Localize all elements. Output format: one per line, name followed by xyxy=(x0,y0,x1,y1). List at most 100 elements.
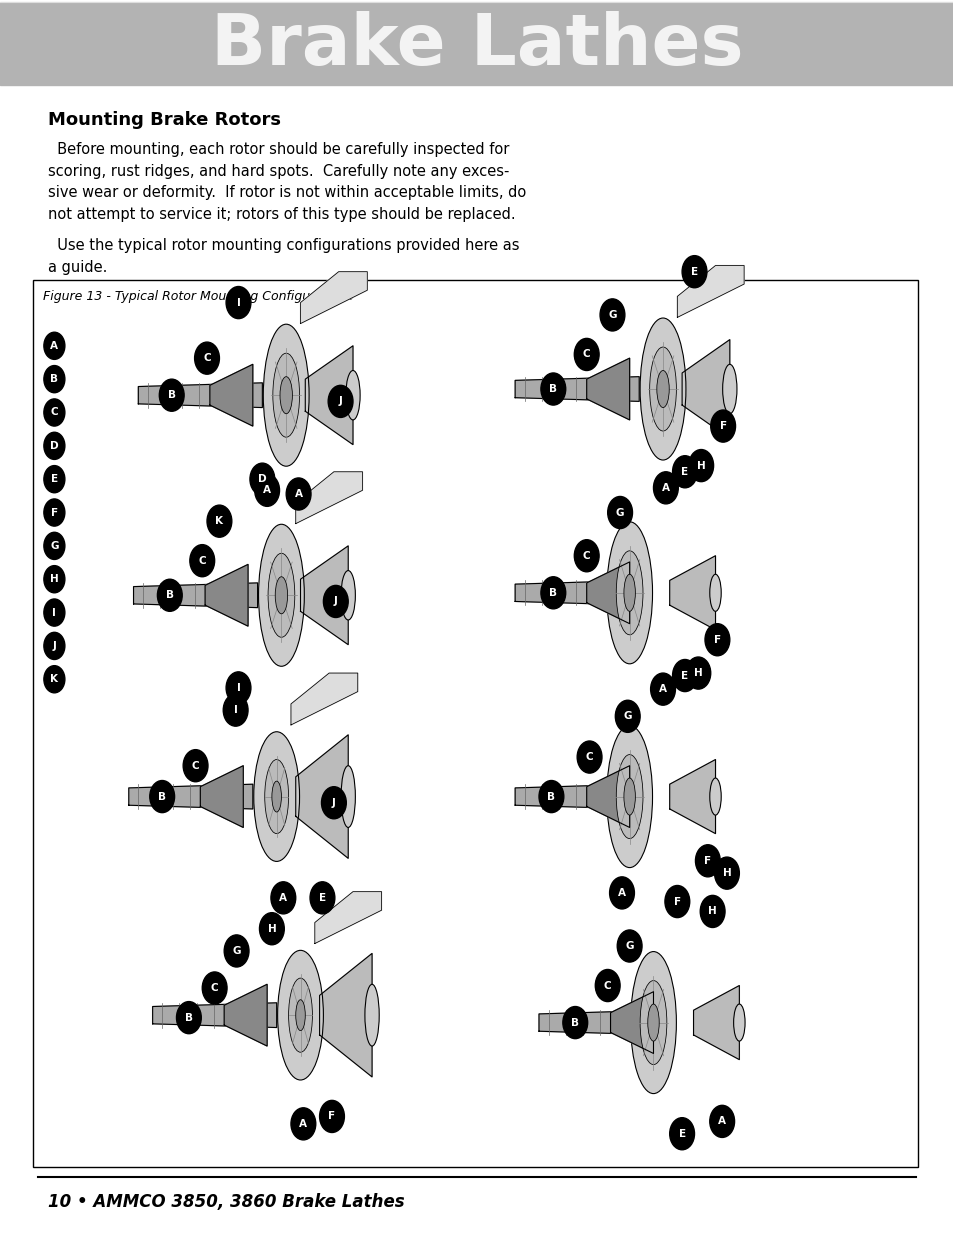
Circle shape xyxy=(310,882,335,914)
Ellipse shape xyxy=(364,984,378,1046)
Bar xyxy=(0,5,953,82)
Circle shape xyxy=(617,930,641,962)
Circle shape xyxy=(710,410,735,442)
Bar xyxy=(0,4,953,54)
Polygon shape xyxy=(210,364,253,426)
Circle shape xyxy=(44,366,65,393)
Bar xyxy=(0,4,953,52)
Ellipse shape xyxy=(288,978,313,1052)
Circle shape xyxy=(44,332,65,359)
Bar xyxy=(0,4,953,54)
Bar xyxy=(0,4,953,43)
Bar xyxy=(0,4,953,65)
Bar xyxy=(0,5,953,72)
Polygon shape xyxy=(300,272,367,324)
Ellipse shape xyxy=(623,574,635,611)
Text: A: A xyxy=(279,893,287,903)
Polygon shape xyxy=(586,766,629,827)
Bar xyxy=(0,4,953,37)
Text: C: C xyxy=(603,981,611,990)
Circle shape xyxy=(259,913,284,945)
Bar xyxy=(0,4,953,42)
Text: E: E xyxy=(680,467,688,477)
Text: F: F xyxy=(328,1112,335,1121)
Circle shape xyxy=(681,256,706,288)
Circle shape xyxy=(271,882,295,914)
Circle shape xyxy=(224,935,249,967)
Ellipse shape xyxy=(647,1004,659,1041)
Text: H: H xyxy=(693,668,702,678)
Text: B: B xyxy=(571,1018,578,1028)
Text: D: D xyxy=(257,474,267,484)
Bar xyxy=(0,4,953,19)
Text: Brake Lathes: Brake Lathes xyxy=(211,11,742,80)
Circle shape xyxy=(44,499,65,526)
Text: K: K xyxy=(51,674,58,684)
Text: 10 • AMMCO 3850, 3860 Brake Lathes: 10 • AMMCO 3850, 3860 Brake Lathes xyxy=(48,1193,404,1212)
Text: J: J xyxy=(52,641,56,651)
Bar xyxy=(0,4,953,58)
Polygon shape xyxy=(515,377,639,401)
Bar xyxy=(0,4,953,41)
Circle shape xyxy=(672,456,697,488)
Circle shape xyxy=(226,672,251,704)
Ellipse shape xyxy=(345,370,360,420)
Bar xyxy=(0,5,953,83)
Bar xyxy=(0,4,953,23)
Circle shape xyxy=(286,478,311,510)
Polygon shape xyxy=(538,1010,662,1035)
Circle shape xyxy=(650,673,675,705)
Bar xyxy=(0,4,953,59)
Bar xyxy=(0,4,953,62)
Bar xyxy=(0,4,953,14)
Circle shape xyxy=(607,496,632,529)
Polygon shape xyxy=(205,564,248,626)
Polygon shape xyxy=(586,562,629,624)
Bar xyxy=(0,4,953,21)
Circle shape xyxy=(194,342,219,374)
Circle shape xyxy=(44,599,65,626)
FancyBboxPatch shape xyxy=(33,280,917,1167)
Text: C: C xyxy=(211,983,218,993)
Text: H: H xyxy=(707,906,717,916)
Circle shape xyxy=(183,750,208,782)
Circle shape xyxy=(599,299,624,331)
Ellipse shape xyxy=(639,317,685,461)
Circle shape xyxy=(714,857,739,889)
Bar xyxy=(0,4,953,38)
Text: K: K xyxy=(215,516,223,526)
Circle shape xyxy=(653,472,678,504)
Text: A: A xyxy=(618,888,625,898)
Polygon shape xyxy=(133,583,257,608)
Circle shape xyxy=(254,474,279,506)
Bar xyxy=(0,4,953,41)
Ellipse shape xyxy=(616,551,642,635)
Ellipse shape xyxy=(268,553,294,637)
Text: I: I xyxy=(236,298,240,308)
Text: E: E xyxy=(51,474,58,484)
Ellipse shape xyxy=(630,951,676,1094)
Text: H: H xyxy=(267,924,276,934)
Bar xyxy=(0,4,953,12)
Bar xyxy=(0,4,953,33)
Ellipse shape xyxy=(274,577,288,614)
Polygon shape xyxy=(693,986,739,1060)
Circle shape xyxy=(190,545,214,577)
Text: A: A xyxy=(294,489,302,499)
Ellipse shape xyxy=(265,760,289,834)
Bar xyxy=(0,4,953,27)
Text: A: A xyxy=(718,1116,725,1126)
Circle shape xyxy=(672,659,697,692)
Text: D: D xyxy=(50,441,59,451)
Bar xyxy=(0,4,953,33)
Polygon shape xyxy=(291,673,357,725)
Polygon shape xyxy=(295,472,362,524)
Text: F: F xyxy=(51,508,58,517)
Text: B: B xyxy=(158,792,166,802)
Text: G: G xyxy=(625,941,633,951)
Ellipse shape xyxy=(273,353,299,437)
Polygon shape xyxy=(669,556,715,630)
Circle shape xyxy=(540,373,565,405)
Text: C: C xyxy=(203,353,211,363)
Bar xyxy=(0,4,953,32)
